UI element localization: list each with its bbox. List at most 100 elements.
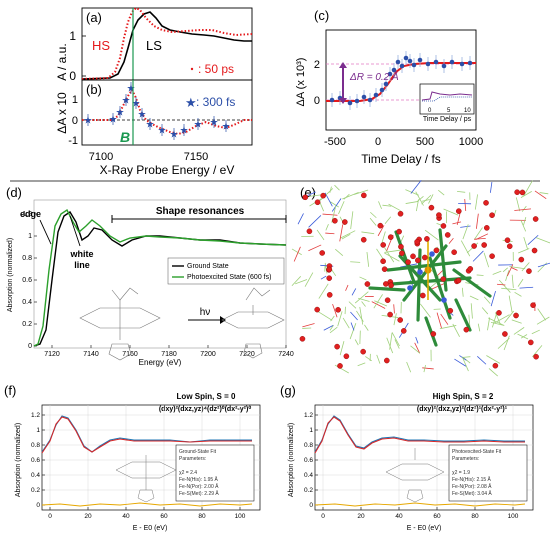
protein-bond (534, 190, 547, 199)
panel-e-protein-structure (291, 179, 550, 377)
ytick-label: 0.2 (304, 487, 313, 494)
protein-bond (341, 233, 351, 240)
data-point (459, 61, 465, 67)
protein-bond (364, 324, 369, 331)
ytick-label: 0.2 (31, 487, 40, 494)
protein-bond (508, 295, 513, 313)
protein-bond (491, 313, 497, 328)
panel-c-ytick-2: 2 (314, 59, 320, 71)
protein-bond (317, 310, 333, 321)
protein-bond (462, 224, 469, 240)
water-sphere (531, 247, 538, 254)
data-point (329, 97, 335, 103)
protein-bond (496, 283, 506, 286)
water-sphere (400, 328, 407, 334)
data-point (347, 100, 353, 106)
protein-bond (334, 184, 340, 191)
panel-g-box-line-4: Fe-N(His): 2.15 Å (452, 476, 492, 483)
water-sphere (489, 212, 495, 219)
protein-bond (462, 357, 469, 372)
protein-bond (473, 238, 486, 240)
water-sphere (384, 297, 391, 303)
protein-bond (460, 240, 471, 257)
panel-d-legend-excited: Photoexcited State (600 fs) (187, 274, 271, 281)
panel-g-ylabel: Absorption (normalized) (288, 423, 295, 497)
protein-bond (477, 323, 481, 332)
ytick-label: 0 (309, 502, 313, 509)
protein-bond (350, 261, 361, 263)
protein-bond (361, 231, 375, 235)
panel-c-fit-curve (326, 62, 476, 102)
panel-c-xtick-0: 0 (375, 136, 381, 148)
protein-bond (474, 194, 478, 210)
panel-f: (f) Low Spin, S = 0 (dxy)²(dxz,yz)⁴(dz²)… (4, 383, 261, 532)
panel-b-xlabel: X-Ray Probe Energy / eV (100, 163, 235, 177)
water-sphere (387, 311, 393, 318)
protein-bond (521, 205, 527, 212)
protein-bond (514, 208, 532, 211)
water-sphere (380, 258, 386, 265)
protein-bond (391, 332, 400, 347)
protein-bond (358, 297, 370, 302)
ytick-label: 0.4 (22, 299, 32, 306)
xtick-label: 80 (471, 513, 479, 520)
data-point (367, 97, 373, 103)
protein-bond (452, 221, 462, 225)
protein-bond (291, 248, 302, 256)
panel-f-xticks: 0 20 40 60 80 100 (48, 507, 246, 520)
protein-bond (430, 283, 445, 291)
ytick-label: 1.2 (31, 412, 40, 419)
panel-g-fit-curve (314, 416, 525, 454)
protein-bond (419, 303, 431, 318)
protein-bond (394, 339, 400, 349)
water-sphere (481, 242, 487, 248)
protein-bond (510, 267, 518, 271)
star-point-icon: ★ (127, 84, 136, 95)
water-sphere (410, 253, 416, 260)
star-point-icon: ★ (210, 118, 219, 129)
water-sphere (463, 326, 470, 333)
data-point (354, 98, 360, 104)
protein-bond (345, 284, 349, 291)
water-sphere (397, 317, 403, 323)
panel-a-hs-curve (81, 6, 253, 80)
xtick-label: 7200 (200, 351, 216, 358)
ytick-label: 1.2 (304, 412, 313, 419)
panel-f-xlabel: E - E0 (eV) (133, 525, 168, 532)
panel-f-residual-curve (41, 502, 253, 507)
protein-bond (507, 264, 514, 277)
protein-bond (457, 190, 466, 193)
water-sphere (396, 228, 402, 235)
water-sphere (387, 234, 394, 240)
star-point-icon: ★ (138, 110, 147, 121)
panel-a-ylabel: A / a.u. (55, 43, 69, 80)
data-point (373, 92, 379, 98)
water-sphere (405, 259, 411, 265)
protein-bond (322, 213, 338, 216)
protein-bond (490, 290, 496, 307)
panel-d-white-arrow (69, 215, 81, 247)
panel-d-hv-label: hν (200, 307, 211, 318)
protein-bond (537, 308, 547, 321)
protein-bond (382, 204, 392, 207)
water-sphere (526, 268, 532, 274)
nitrogen-atom (441, 297, 447, 303)
panel-d-hv-arrowhead-icon (220, 316, 226, 324)
panel-a-ytick-1: 1 (69, 29, 76, 43)
water-sphere (513, 312, 519, 319)
water-sphere (360, 236, 367, 243)
star-point-icon: ★ (84, 116, 93, 127)
panel-b-ylabel: ΔA x 10 (55, 92, 69, 134)
protein-bond (423, 364, 426, 373)
protein-bond (502, 267, 508, 273)
panel-d-frame (33, 199, 287, 349)
ytick-label: 0.6 (304, 457, 313, 464)
ytick-label: 0 (36, 502, 40, 509)
water-sphere (414, 238, 420, 245)
protein-bond (470, 303, 473, 319)
protein-bond (448, 237, 454, 244)
panel-d-legend-ground: Ground State (187, 263, 229, 270)
protein-bond (351, 288, 357, 296)
protein-bond (520, 191, 532, 198)
